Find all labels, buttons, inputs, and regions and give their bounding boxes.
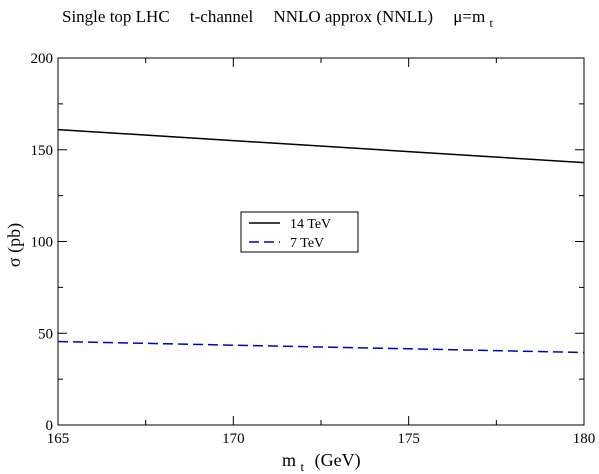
- y-axis-label: σ (pb): [4, 223, 25, 267]
- x-axis-label-main: m: [282, 450, 296, 470]
- legend-label-7tev: 7 TeV: [290, 236, 324, 251]
- legend-box: [240, 211, 359, 253]
- y-tick-label: 0: [46, 418, 54, 434]
- title-part-2: t-channel: [190, 7, 254, 26]
- axis-ticks: 165 170 175 180 0 50 100 150 200: [31, 51, 596, 447]
- x-axis-label-unit: (GeV): [315, 450, 361, 471]
- title-part-1: Single top LHC: [62, 7, 170, 26]
- series-layer: [57, 128, 585, 354]
- x-axis-label-sub: t: [301, 459, 305, 474]
- y-tick-label: 50: [38, 326, 53, 342]
- title-part-3: NNLO approx (NNLL): [273, 7, 433, 26]
- x-tick-label: 165: [47, 431, 70, 447]
- chart-title: Single top LHC t-channel NNLO approx (NN…: [62, 7, 493, 30]
- title-part-4: μ=m: [453, 7, 485, 26]
- x-tick-label: 180: [573, 431, 596, 447]
- x-tick-label: 175: [397, 431, 420, 447]
- legend: 14 TeV 7 TeV: [240, 211, 359, 253]
- y-tick-label: 200: [31, 51, 54, 67]
- y-tick-label: 100: [31, 235, 54, 251]
- series-line-1: [57, 340, 585, 354]
- series-line-0: [57, 128, 585, 164]
- legend-label-14tev: 14 TeV: [290, 217, 331, 232]
- y-tick-label: 150: [31, 143, 54, 159]
- x-axis-label: m t (GeV): [282, 450, 361, 474]
- title-part-5: t: [489, 16, 493, 30]
- x-tick-label: 170: [222, 431, 245, 447]
